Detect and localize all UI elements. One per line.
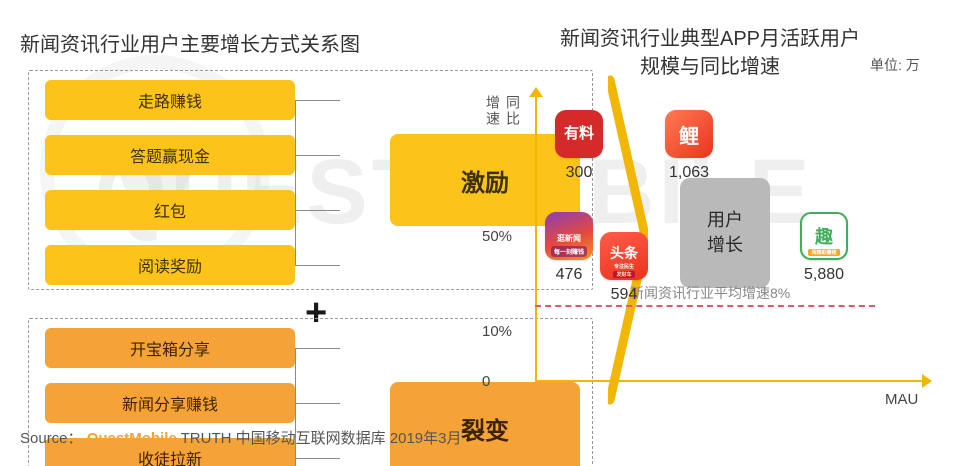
toutiao-icon-subtext: 专注民生 xyxy=(614,263,634,270)
toutiao-mau-value: 594 xyxy=(600,286,648,304)
connector-h-3 xyxy=(295,210,340,211)
item-treasure-share[interactable]: 开宝箱分享 xyxy=(45,328,295,368)
toutiao-icon-maintext: 头条 xyxy=(610,243,638,263)
toutiao-app-icon[interactable]: 头条 专注民生 发财车 xyxy=(600,232,648,280)
item-quiz-cash[interactable]: 答题赢现金 xyxy=(45,135,295,175)
qutoutiao-icon-subtext: 阅精彩赚钱 xyxy=(808,249,839,256)
x-axis-arrow-icon xyxy=(922,374,932,388)
youliao-mau-value: 300 xyxy=(555,164,603,182)
connector-h-2 xyxy=(295,155,340,156)
source-rest-label: TRUTH 中国移动互联网数据库 2019年3月 xyxy=(181,430,462,447)
x-axis-label: MAU xyxy=(885,391,918,408)
unit-label: 单位: 万 xyxy=(870,55,920,75)
app-item-toutiao[interactable]: 头条 专注民生 发财车 594 xyxy=(600,232,648,304)
connector-h-1 xyxy=(295,100,340,101)
connector-h-6 xyxy=(295,403,340,404)
li-app-icon[interactable] xyxy=(665,110,713,158)
guangxinwen-app-icon[interactable]: 逛新闻 每一刻赚钱 xyxy=(545,212,593,260)
qutoutiao-mau-value: 5,880 xyxy=(800,266,848,284)
app-item-guangxinwen[interactable]: 逛新闻 每一刻赚钱 476 xyxy=(545,212,593,284)
y-tick-50: 50% xyxy=(482,228,512,245)
app-item-qutoutiao[interactable]: 趣 阅精彩赚钱 5,880 xyxy=(800,212,848,284)
y-axis-line xyxy=(535,95,537,380)
youliao-icon-text: 有料 xyxy=(564,126,594,143)
slide-root: QUESTMOBILE 新闻资讯行业用户主要增长方式关系图 走路赚钱 答题赢现金… xyxy=(0,0,960,466)
connector-h-7 xyxy=(295,458,340,459)
y-tick-0: 0 xyxy=(482,373,490,390)
item-walk-earn[interactable]: 走路赚钱 xyxy=(45,80,295,120)
y-axis-arrow-icon xyxy=(529,87,543,97)
connector-h-4 xyxy=(295,265,340,266)
guangxinwen-icon-subtext: 每一刻赚钱 xyxy=(551,246,587,257)
left-panel-title: 新闻资讯行业用户主要增长方式关系图 xyxy=(20,28,360,57)
right-panel-title: 新闻资讯行业典型APP月活跃用户 规模与同比增速 xyxy=(520,25,900,81)
guangxinwen-mau-value: 476 xyxy=(545,266,593,284)
connector-h-5 xyxy=(295,348,340,349)
qutoutiao-icon-maintext: 趣 xyxy=(815,223,833,249)
x-axis-line xyxy=(535,380,930,382)
average-growth-label: 新闻资讯行业平均增速8% xyxy=(630,283,790,303)
youliao-app-icon[interactable]: 有料 xyxy=(555,110,603,158)
source-prefix-label: Source： xyxy=(20,430,83,447)
source-brand-label: QuestMobile xyxy=(87,430,177,447)
item-red-envelope[interactable]: 红包 xyxy=(45,190,295,230)
source-footer: Source： QuestMobile TRUTH 中国移动互联网数据库 201… xyxy=(20,427,462,448)
y-axis-label: 同比 增速 xyxy=(483,95,523,127)
guangxinwen-icon-toptext: 逛新闻 xyxy=(557,233,581,244)
average-growth-dashed-line xyxy=(535,305,875,307)
toutiao-icon-bottomtext: 发财车 xyxy=(613,271,634,278)
app-item-li[interactable]: 1,063 xyxy=(665,110,713,182)
connector-line-bottom xyxy=(295,348,296,466)
connector-line-top xyxy=(295,100,296,265)
item-news-share-earn[interactable]: 新闻分享赚钱 xyxy=(45,383,295,423)
scatter-chart: 50% 10% 0 MAU 新闻资讯行业平均增速8% 有料 300 1,063 … xyxy=(520,95,930,395)
app-item-youliao[interactable]: 有料 300 xyxy=(555,110,603,182)
y-tick-10: 10% xyxy=(482,323,512,340)
li-mau-value: 1,063 xyxy=(665,164,713,182)
qutoutiao-app-icon[interactable]: 趣 阅精彩赚钱 xyxy=(800,212,848,260)
item-reading-reward[interactable]: 阅读奖励 xyxy=(45,245,295,285)
